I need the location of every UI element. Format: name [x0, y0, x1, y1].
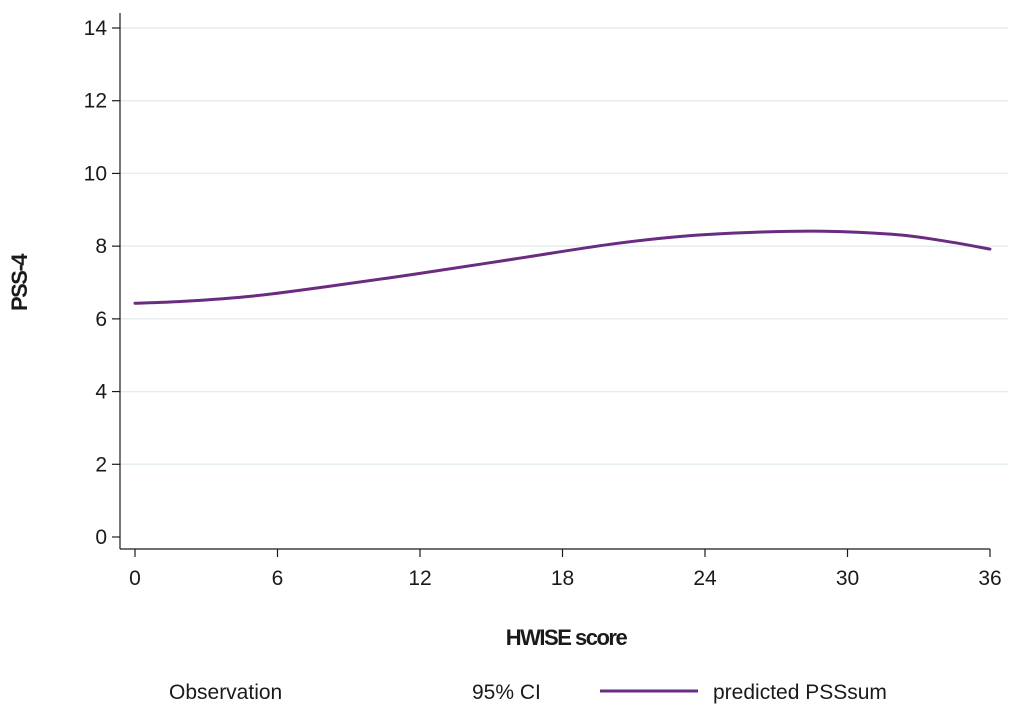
x-tick-label-12: 12 — [408, 567, 431, 590]
x-tick-label-36: 36 — [978, 567, 1001, 590]
legend: Observation 95% CI predicted PSSsum — [169, 681, 887, 704]
gridlines — [120, 27, 1008, 466]
x-tick-label-6: 6 — [272, 567, 284, 590]
y-tick-label-8: 8 — [95, 235, 107, 258]
x-tick-label-18: 18 — [551, 567, 574, 590]
y-tick-label-4: 4 — [95, 381, 107, 404]
y-tick-label-0: 0 — [95, 526, 107, 549]
y-axis-title: PSS-4 — [7, 253, 32, 311]
y-tick-label-2: 2 — [95, 453, 107, 476]
y-tick-label-12: 12 — [84, 90, 107, 113]
y-tick-label-14: 14 — [84, 17, 108, 40]
series-layer — [133, 229, 992, 305]
y-tick-label-6: 6 — [95, 308, 107, 331]
legend-label-observation: Observation — [169, 681, 282, 704]
x-tick-label-0: 0 — [129, 567, 141, 590]
legend-label-ci: 95% CI — [472, 681, 541, 704]
x-axis-title: HWISE score — [506, 625, 628, 650]
y-tick-label-10: 10 — [84, 162, 107, 185]
x-tick-label-24: 24 — [693, 567, 717, 590]
series-line-predicted-pss — [133, 229, 992, 305]
legend-label-predicted: predicted PSSsum — [713, 681, 887, 704]
x-tick-label-30: 30 — [836, 567, 859, 590]
